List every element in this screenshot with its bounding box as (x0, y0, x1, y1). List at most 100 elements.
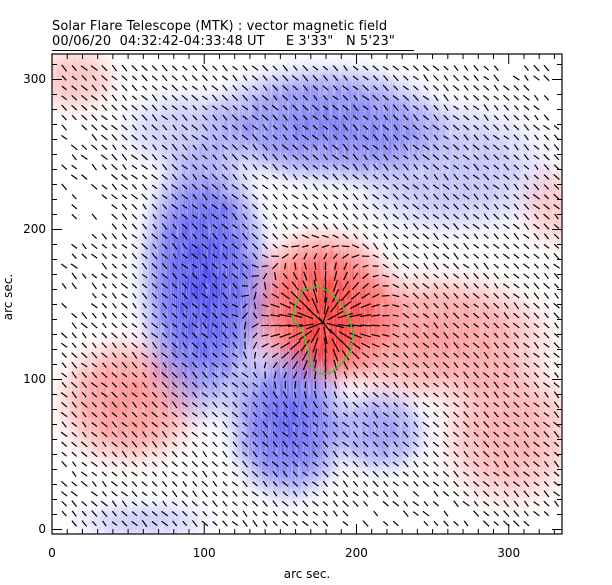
field-vector (472, 144, 480, 151)
field-vector (222, 520, 228, 527)
field-vector (513, 401, 520, 408)
field-vector (201, 371, 208, 379)
field-vector (261, 334, 269, 337)
field-vector (272, 223, 278, 230)
field-vector (503, 312, 510, 320)
field-vector (423, 253, 429, 260)
field-vector (91, 213, 98, 220)
field-vector (360, 342, 371, 349)
field-vector (241, 294, 249, 298)
field-vector (211, 173, 219, 181)
field-vector (553, 243, 560, 249)
field-vector (111, 223, 118, 230)
field-vector (423, 85, 429, 91)
field-vector (392, 362, 399, 368)
field-vector (322, 412, 329, 417)
field-vector (332, 500, 339, 507)
field-vector (283, 371, 288, 379)
field-vector (313, 348, 318, 362)
field-vector (161, 520, 169, 527)
field-vector (272, 401, 278, 408)
field-vector (393, 124, 399, 131)
field-vector (141, 500, 149, 507)
field-vector (262, 64, 269, 72)
field-vector (141, 412, 148, 417)
field-vector (324, 288, 327, 304)
field-vector (543, 322, 550, 329)
field-vector (242, 243, 248, 250)
field-vector (232, 282, 238, 289)
field-vector (433, 273, 439, 279)
field-vector (373, 421, 379, 428)
field-vector (443, 94, 449, 102)
field-vector (423, 431, 429, 438)
field-vector (433, 352, 439, 358)
field-vector (61, 114, 67, 121)
field-vector (191, 342, 199, 349)
field-vector (513, 213, 519, 220)
field-vector (533, 510, 540, 517)
field-vector (222, 481, 228, 487)
field-vector (443, 164, 449, 170)
field-vector (423, 441, 429, 448)
field-vector (392, 333, 400, 338)
field-vector (513, 293, 520, 299)
field-vector (463, 84, 469, 91)
field-vector (91, 133, 98, 141)
field-vector (292, 471, 298, 477)
field-vector (90, 461, 98, 467)
field-vector (71, 401, 77, 408)
field-vector (402, 85, 409, 91)
field-vector (232, 401, 238, 408)
field-vector (533, 302, 540, 309)
field-vector (453, 431, 460, 438)
field-vector (533, 451, 540, 458)
field-vector (453, 342, 459, 349)
field-vector (292, 411, 299, 418)
field-vector (372, 194, 380, 200)
field-vector (91, 84, 98, 92)
field-vector (131, 520, 138, 527)
field-vector (251, 491, 259, 497)
field-vector (282, 114, 288, 121)
field-vector (61, 75, 67, 81)
field-vector (211, 183, 219, 190)
field-vector (503, 135, 510, 140)
field-vector (91, 104, 98, 111)
field-vector (61, 85, 67, 91)
field-vector (452, 262, 460, 270)
field-vector (111, 213, 118, 220)
field-vector (201, 243, 209, 250)
field-vector (111, 352, 117, 359)
field-vector (412, 223, 419, 230)
x-tick-label: 300 (497, 546, 521, 560)
field-vector (432, 124, 440, 131)
field-vector (291, 245, 300, 248)
field-vector (312, 441, 318, 448)
field-vector (262, 430, 268, 438)
field-vector (542, 382, 550, 388)
field-vector (61, 104, 68, 111)
field-vector (392, 481, 399, 487)
field-vector (181, 263, 189, 269)
field-vector (381, 333, 390, 337)
field-vector (211, 362, 219, 368)
field-vector (351, 244, 360, 249)
field-vector (413, 451, 419, 458)
field-vector (161, 273, 168, 279)
field-vector (222, 243, 228, 250)
field-vector (292, 451, 299, 458)
field-vector (292, 173, 298, 181)
field-vector (162, 134, 168, 141)
field-vector (553, 252, 560, 260)
field-vector (473, 233, 479, 240)
field-vector (302, 223, 309, 230)
field-vector (292, 253, 299, 260)
field-vector (332, 234, 339, 239)
field-vector (71, 322, 77, 329)
field-vector (473, 272, 479, 280)
field-vector (543, 431, 550, 438)
field-vector (231, 521, 239, 526)
field-vector (142, 223, 148, 230)
field-vector (252, 481, 258, 487)
